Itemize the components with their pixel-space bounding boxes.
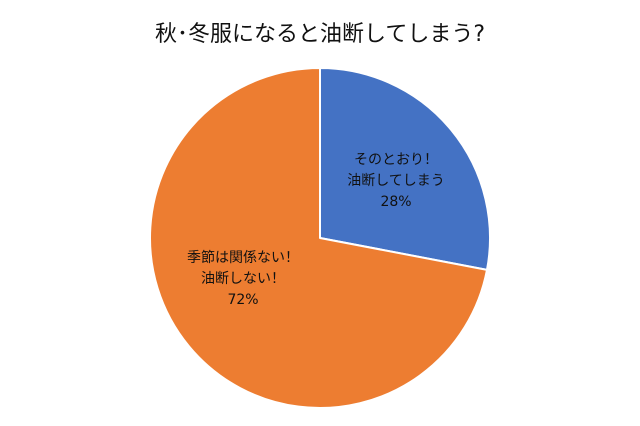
pie-slice-1 xyxy=(149,67,488,409)
slice-label-0: そのとおり！ 油断してしまう 28% xyxy=(347,152,445,210)
chart-title: 秋･冬服になると油断してしまう? xyxy=(155,22,485,47)
pie-labels: そのとおり！ 油断してしまう 28% 季節は関係ない！ 油断しない！ 72% xyxy=(187,152,445,308)
slice-value-label: 28% xyxy=(380,194,411,210)
pie-slices xyxy=(149,67,491,409)
slice-label-1: 季節は関係ない！ 油断しない！ 72% xyxy=(187,249,299,308)
slice-label-line: 油断しない！ xyxy=(201,271,285,287)
pie-slice-0 xyxy=(319,67,491,271)
slice-label-line: 季節は関係ない！ xyxy=(187,249,299,266)
slice-label-line: そのとおり！ xyxy=(354,152,438,168)
slice-label-line: 油断してしまう xyxy=(347,173,445,189)
slice-value-label: 72% xyxy=(227,292,258,308)
